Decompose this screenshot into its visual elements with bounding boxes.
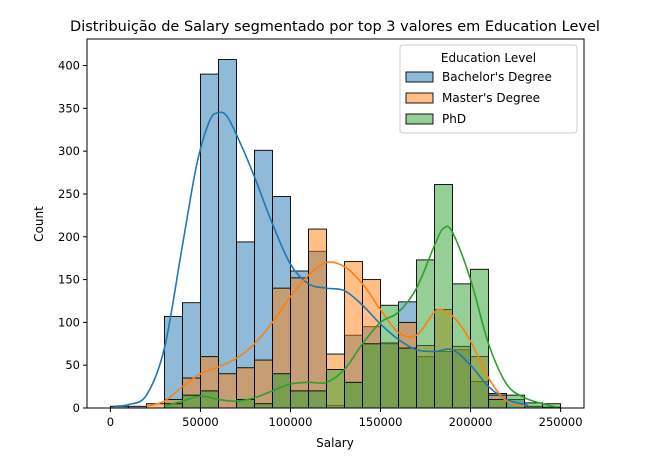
histogram-bar xyxy=(272,373,291,409)
kde-line-phd xyxy=(164,225,558,408)
x-tick-label: 0 xyxy=(107,415,114,429)
histogram-bar xyxy=(308,228,327,409)
plot-area xyxy=(86,38,585,409)
series-phd-bars xyxy=(163,184,562,409)
histogram-bar xyxy=(452,283,472,409)
legend: Education Level Bachelor's Degree Master's… xyxy=(399,44,578,134)
legend-title: Education Level xyxy=(441,51,536,65)
legend-swatch xyxy=(405,92,434,104)
y-tick-label: 0 xyxy=(73,401,80,415)
legend-entry: Master's Degree xyxy=(442,91,540,105)
histogram-bar xyxy=(398,347,417,409)
x-tick-label: 200000 xyxy=(449,415,493,429)
histogram-bar xyxy=(254,403,273,409)
x-tick-label: 250000 xyxy=(539,415,583,429)
y-tick-label: 50 xyxy=(65,358,80,372)
legend-entry: Bachelor's Degree xyxy=(442,70,552,84)
histogram-bar xyxy=(488,398,508,409)
x-tick-label: 50000 xyxy=(182,415,219,429)
x-axis: 0 50000 100000 150000 200000 250000 xyxy=(107,408,583,429)
histogram-bar xyxy=(254,359,273,409)
legend-box xyxy=(399,44,578,134)
y-tick-label: 300 xyxy=(58,144,80,158)
y-tick-label: 350 xyxy=(58,101,80,115)
histogram-bar xyxy=(217,373,237,409)
y-axis: 0 50 100 150 200 250 300 350 400 xyxy=(58,59,87,415)
y-tick-label: 250 xyxy=(58,187,80,201)
y-tick-label: 150 xyxy=(58,273,80,287)
x-tick-label: 100000 xyxy=(269,415,313,429)
legend-swatch xyxy=(405,71,434,83)
histogram-bar xyxy=(290,277,309,409)
histogram-bar xyxy=(344,381,363,409)
plot-frame xyxy=(86,38,585,409)
histogram-bar xyxy=(290,390,309,409)
chart-title: Distribuição de Salary segmentado por to… xyxy=(70,19,600,35)
histogram-bar xyxy=(308,390,327,409)
y-axis-label: Count xyxy=(32,206,46,242)
y-tick-label: 400 xyxy=(58,59,80,73)
x-tick-label: 150000 xyxy=(359,415,403,429)
kde-line-master-s-degree xyxy=(146,261,525,408)
kde-line-bachelor-s-degree xyxy=(113,111,529,408)
y-tick-label: 100 xyxy=(58,315,80,329)
y-tick-label: 200 xyxy=(58,230,80,244)
histogram-bar xyxy=(362,343,381,409)
legend-swatch xyxy=(405,113,434,125)
legend-entry: PhD xyxy=(442,112,466,126)
x-axis-label: Salary xyxy=(316,436,354,450)
histogram-bar xyxy=(434,184,454,409)
histogram-bar xyxy=(326,369,345,409)
